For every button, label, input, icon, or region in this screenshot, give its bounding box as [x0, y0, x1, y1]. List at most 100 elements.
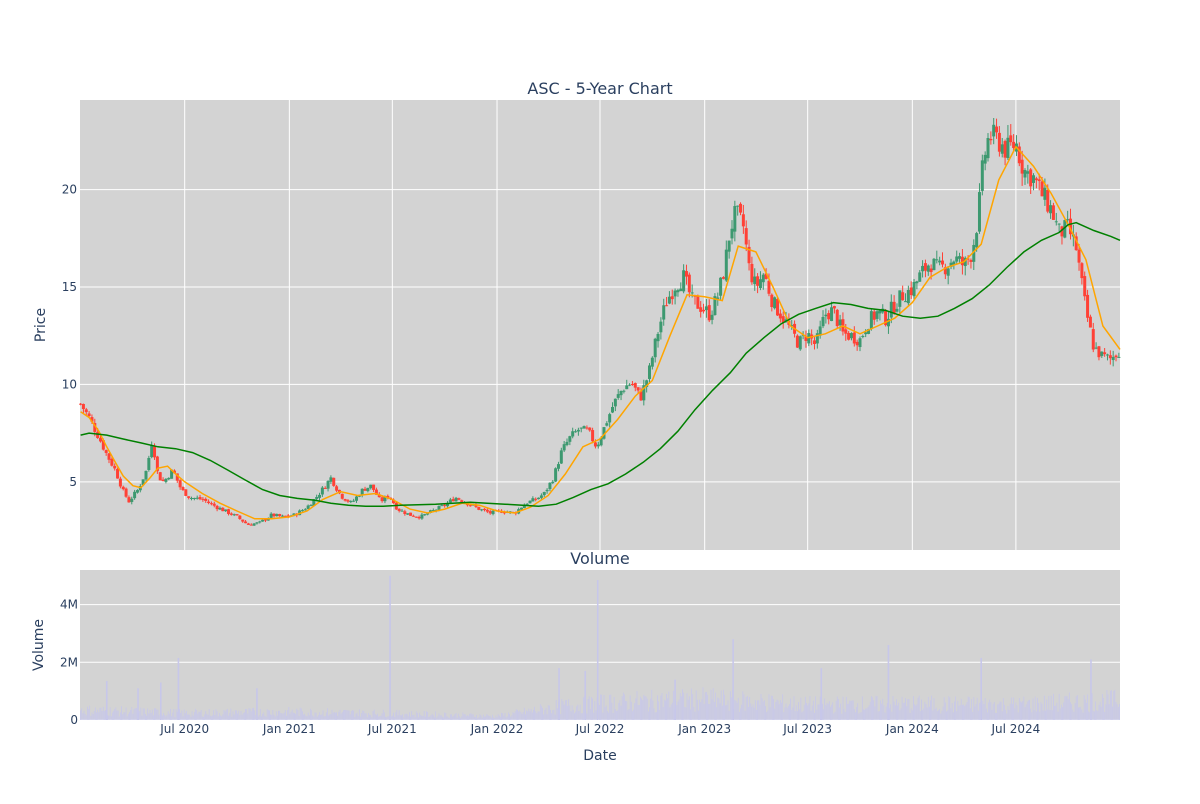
- volume-bar: [951, 703, 953, 720]
- volume-bar: [683, 692, 685, 720]
- volume-bar: [224, 711, 226, 720]
- volume-bar: [1048, 695, 1050, 720]
- volume-bar: [352, 710, 353, 720]
- volume-x-ticks: Jul 2020 Jan 2021 Jul 2021 Jan 2022 Jul 2022…: [159, 722, 1040, 736]
- volume-bar: [1017, 712, 1019, 720]
- price-y-tick-label: 5: [69, 475, 77, 489]
- candle-body: [776, 299, 780, 316]
- volume-bar: [515, 709, 517, 720]
- volume-bar: [112, 712, 113, 720]
- volume-bar: [328, 715, 330, 720]
- candle-body: [571, 431, 575, 437]
- volume-bar: [605, 705, 607, 720]
- volume-bar: [744, 710, 746, 720]
- volume-bar: [591, 697, 592, 720]
- volume-bar: [460, 717, 462, 720]
- volume-bar: [90, 715, 92, 720]
- volume-bar: [208, 708, 210, 720]
- volume-bar: [299, 707, 301, 720]
- volume-bar: [641, 698, 642, 720]
- volume-bar: [818, 704, 820, 720]
- candle-body: [781, 316, 785, 323]
- volume-bar: [897, 705, 898, 720]
- candle-body: [798, 336, 802, 350]
- candle-body: [1080, 263, 1084, 279]
- volume-bar: [1067, 699, 1069, 720]
- volume-bar: [1041, 703, 1043, 720]
- candle-body: [354, 496, 358, 501]
- volume-bar: [594, 700, 596, 720]
- volume-bar: [564, 700, 566, 720]
- volume-bar: [983, 703, 985, 720]
- volume-bar: [445, 712, 447, 720]
- candle-body: [1060, 226, 1064, 237]
- volume-bar: [497, 714, 499, 720]
- candle-body: [269, 513, 273, 518]
- candle-body: [90, 417, 94, 422]
- volume-bar: [743, 694, 745, 720]
- volume-bar: [554, 714, 556, 720]
- volume-bar: [426, 711, 427, 720]
- volume-bar: [969, 708, 971, 720]
- volume-bar: [692, 694, 694, 720]
- volume-bar: [453, 715, 455, 720]
- candle-body: [1077, 249, 1081, 263]
- candle-body: [81, 403, 85, 410]
- volume-bar: [1063, 702, 1065, 720]
- candle-body: [872, 311, 876, 320]
- volume-bar: [922, 710, 923, 720]
- volume-bar: [427, 712, 429, 720]
- candle-body: [767, 280, 771, 294]
- candle-body: [426, 513, 430, 515]
- volume-bar: [718, 698, 720, 720]
- volume-bar: [870, 696, 872, 720]
- candle-body: [1069, 218, 1073, 235]
- volume-bar: [840, 703, 842, 720]
- volume-bar: [82, 713, 84, 720]
- volume-bar: [1097, 710, 1099, 720]
- volume-bar: [332, 712, 334, 720]
- volume-bar: [825, 705, 827, 720]
- volume-bar: [456, 717, 458, 720]
- candle-body: [665, 305, 669, 307]
- volume-bar: [1025, 704, 1027, 720]
- volume-bar: [724, 694, 725, 720]
- volume-bar: [731, 697, 732, 720]
- candle-body: [730, 228, 734, 239]
- candle-body: [101, 440, 105, 450]
- volume-bar: [919, 711, 921, 720]
- volume-bar: [905, 698, 906, 720]
- volume-bar: [123, 712, 125, 720]
- volume-bar: [569, 705, 571, 720]
- volume-bar: [200, 709, 202, 720]
- volume-bar: [944, 702, 946, 720]
- candle-body: [460, 500, 464, 503]
- volume-bar: [201, 716, 203, 720]
- volume-bar: [736, 702, 738, 720]
- candle-body: [1111, 356, 1115, 361]
- volume-bar: [129, 712, 130, 720]
- volume-bar: [1106, 689, 1108, 720]
- candle-body: [687, 274, 691, 293]
- candle-body: [645, 380, 649, 387]
- volume-bar: [288, 706, 290, 720]
- volume-bar: [1119, 703, 1120, 720]
- candle-body: [1023, 170, 1027, 178]
- volume-bar: [883, 705, 885, 720]
- volume-bar: [300, 708, 302, 720]
- volume-bar: [902, 702, 904, 720]
- volume-bar: [395, 712, 397, 720]
- volume-bar: [311, 710, 312, 720]
- candle-body: [448, 499, 452, 503]
- volume-bar: [85, 715, 87, 720]
- volume-bar: [804, 696, 806, 720]
- candle-body: [611, 406, 615, 413]
- candle-body: [155, 456, 159, 472]
- volume-bar: [863, 709, 864, 720]
- volume-bar: [216, 711, 218, 720]
- candle-body: [895, 308, 899, 312]
- volume-bar: [620, 705, 622, 720]
- volume-bar: [791, 709, 793, 720]
- volume-bar: [1002, 698, 1004, 720]
- volume-bar: [386, 717, 388, 720]
